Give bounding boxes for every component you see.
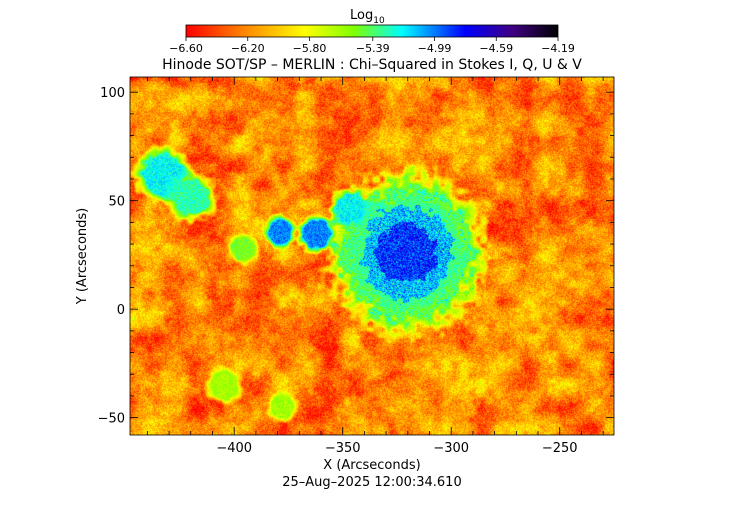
y-tick-label: 100 [100, 86, 125, 101]
x-axis: −400 −350 −300 −250 [146, 77, 604, 456]
timestamp: 25–Aug–2025 12:00:34.610 [282, 475, 461, 490]
colorbar-tick-label: −6.60 [169, 42, 203, 55]
y-axis: −50 0 50 100 [98, 86, 614, 427]
x-tick-label: −250 [542, 441, 578, 456]
colorbar-tick-label: −5.39 [356, 42, 390, 55]
heatmap-image [130, 77, 614, 435]
x-tick-label: −300 [433, 441, 469, 456]
colorbar-tick-label: −4.99 [418, 42, 452, 55]
x-tick-label: −350 [325, 441, 361, 456]
y-axis-label: Y (Arcseconds) [75, 208, 90, 305]
colorbar-tick-label: −6.20 [231, 42, 265, 55]
colorbar-tick-label: −4.19 [541, 42, 575, 55]
x-axis-label: X (Arcseconds) [323, 458, 420, 473]
colorbar-gradient [185, 24, 559, 38]
y-tick-label: 0 [117, 303, 125, 318]
y-tick-label: −50 [98, 412, 125, 427]
x-tick-label: −400 [216, 441, 252, 456]
colorbar-tick-label: −4.59 [479, 42, 513, 55]
y-tick-label: 50 [108, 195, 125, 210]
colorbar-label: Log10 [350, 8, 385, 26]
plot-frame [129, 76, 615, 436]
colorbar: Log10 −6.60 −6.20 −5.80 −5.39 −4.99 −4.59 −4.1… [169, 8, 575, 55]
chart-title: Hinode SOT/SP – MERLIN : Chi–Squared in … [162, 57, 582, 73]
colorbar-tick-label: −5.80 [293, 42, 327, 55]
